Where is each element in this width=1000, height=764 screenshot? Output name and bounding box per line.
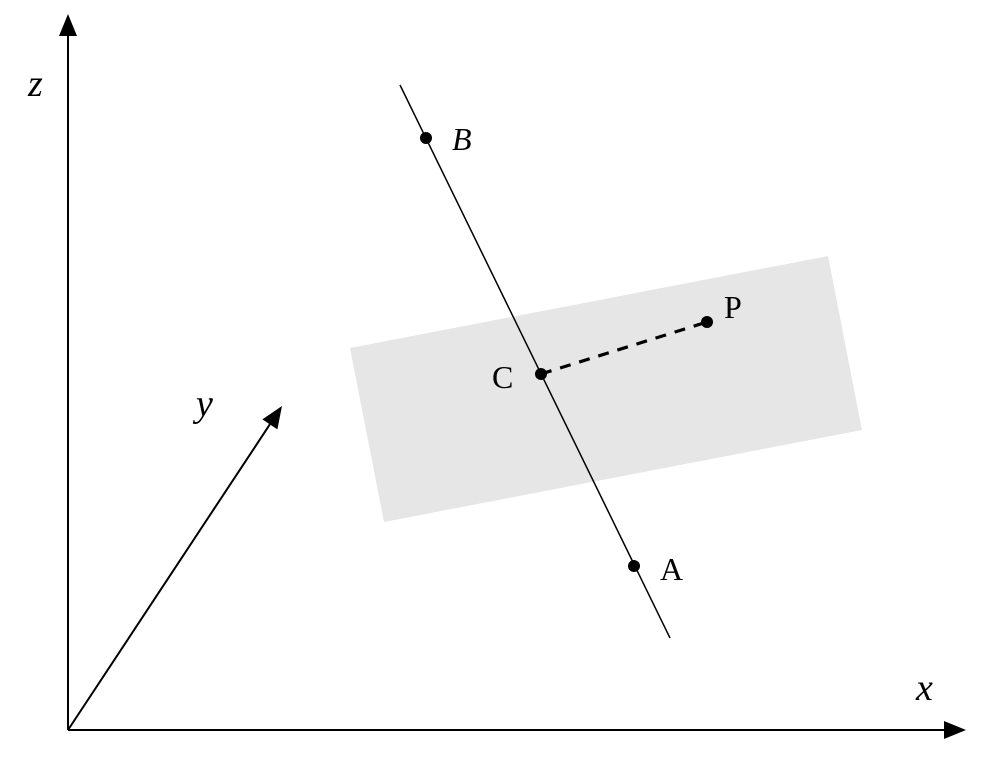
axis-y-arrowhead xyxy=(262,406,282,429)
point-c-label: C xyxy=(492,359,513,395)
diagram-canvas: z x y B C P A xyxy=(0,0,1000,764)
axis-y xyxy=(68,424,270,730)
axis-z-arrowhead xyxy=(59,14,77,36)
axis-x-label: x xyxy=(915,667,933,709)
point-c xyxy=(535,368,547,380)
point-a-label: A xyxy=(660,551,683,587)
point-p xyxy=(701,316,713,328)
point-a xyxy=(628,560,640,572)
plane-rectangle xyxy=(350,256,862,522)
point-b xyxy=(420,132,432,144)
point-b-label: B xyxy=(452,121,472,157)
axis-y-label: y xyxy=(192,383,213,425)
axis-x-arrowhead xyxy=(944,721,966,739)
axis-z-label: z xyxy=(27,63,43,105)
point-p-label: P xyxy=(724,289,742,325)
